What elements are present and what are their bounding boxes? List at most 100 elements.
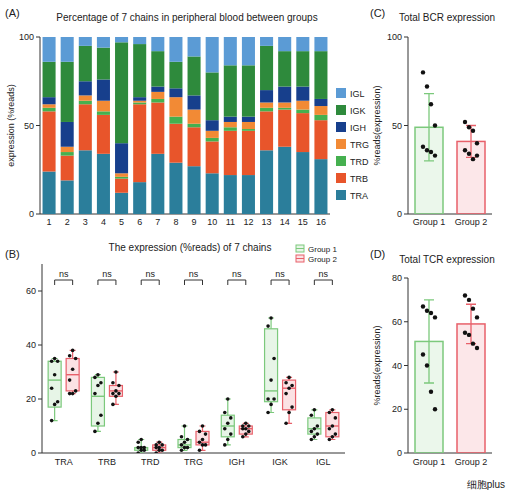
plot-area <box>43 37 328 214</box>
data-point <box>244 422 248 426</box>
significance-bracket <box>314 280 332 285</box>
bar-segment <box>314 120 327 159</box>
bar-segment <box>188 110 201 124</box>
data-point <box>284 392 288 396</box>
bar-segment <box>314 115 327 120</box>
bar-segment <box>133 101 146 103</box>
data-point <box>229 432 233 436</box>
data-point <box>247 424 251 428</box>
y-tick-label: 0 <box>397 448 402 458</box>
median-line <box>265 390 278 391</box>
bar-segment <box>260 90 273 102</box>
data-point <box>425 309 429 313</box>
whisker-low <box>52 407 58 421</box>
bar-segment <box>169 62 182 89</box>
data-point <box>287 411 291 415</box>
data-point <box>244 432 248 436</box>
median-line <box>221 425 234 426</box>
bar-segment <box>97 154 110 214</box>
data-point <box>241 424 245 428</box>
bar-segment <box>61 156 74 181</box>
data-point <box>247 430 251 434</box>
x-tick-label: 7 <box>155 217 160 227</box>
data-point <box>310 413 314 417</box>
bar-segment <box>97 115 110 154</box>
legend-label: IGH <box>350 123 366 133</box>
bar-segment <box>79 95 92 100</box>
bar-segment <box>188 166 201 214</box>
legend-swatch <box>336 173 346 183</box>
x-tick-label: 9 <box>192 217 197 227</box>
data-point <box>421 304 425 308</box>
bar-segment <box>61 37 74 62</box>
bar-segment <box>151 102 164 153</box>
x-tick-label: 5 <box>119 217 124 227</box>
bar-segment <box>224 131 237 175</box>
y-tick <box>404 125 408 126</box>
bar-segment <box>260 108 273 112</box>
bar-segment <box>296 113 309 152</box>
data-point <box>157 440 161 444</box>
bar-segment <box>314 106 327 115</box>
box <box>326 413 339 437</box>
bar-segment <box>224 127 237 131</box>
bar-segment <box>61 180 74 214</box>
y-tick <box>36 37 40 38</box>
bar-segment <box>206 37 219 72</box>
plot-area <box>48 316 339 453</box>
data-point <box>201 424 205 428</box>
legend-swatch <box>336 122 346 132</box>
data-point <box>183 424 187 428</box>
annotation: ns <box>189 269 199 279</box>
data-point <box>198 440 202 444</box>
bar-segment <box>151 92 164 99</box>
bar-segment <box>61 147 74 152</box>
legend-label: IGK <box>350 106 366 116</box>
bar-segment <box>43 108 56 112</box>
x-tick-label: Group 2 <box>455 217 488 227</box>
data-point <box>99 413 103 417</box>
y-tick <box>404 453 408 454</box>
box <box>48 361 61 407</box>
data-point <box>96 422 100 426</box>
legend-swatch <box>296 255 304 262</box>
legend-swatch-line <box>296 258 304 259</box>
bar-segment <box>115 42 128 143</box>
x-tick-label: 8 <box>173 217 178 227</box>
data-point <box>160 449 164 453</box>
annotation: ns <box>145 269 155 279</box>
bar-segment <box>278 37 291 51</box>
bar-segment <box>151 37 164 51</box>
data-point <box>117 384 121 388</box>
bar-segment <box>115 177 128 179</box>
annotation: ns <box>232 269 242 279</box>
bar-segment <box>314 159 327 214</box>
bar-segment <box>278 108 291 110</box>
data-point <box>99 381 103 385</box>
x-tick-label: 12 <box>243 217 253 227</box>
annotation: ns <box>319 269 329 279</box>
data-point <box>198 430 202 434</box>
error-bar <box>424 300 434 383</box>
data-point <box>157 446 161 450</box>
data-point <box>433 407 437 411</box>
data-point <box>68 378 72 382</box>
x-tick-label: 3 <box>83 217 88 227</box>
data-point <box>331 424 335 428</box>
bar-segment <box>169 124 182 163</box>
x-tick-label: 10 <box>207 217 217 227</box>
data-point <box>114 389 118 393</box>
panel-label: (D) <box>370 248 385 260</box>
data-point <box>463 120 467 124</box>
significance-bracket <box>271 280 289 285</box>
plot-area <box>415 293 485 453</box>
data-point <box>204 443 208 447</box>
watermark: 细胞plus <box>467 479 505 490</box>
data-point <box>204 432 208 436</box>
data-point <box>328 438 332 442</box>
data-point <box>290 405 294 409</box>
chart-title: Total BCR expression <box>399 12 495 23</box>
legend-label: Group 2 <box>308 255 337 264</box>
y-axis-label: expression (%reads) <box>6 84 16 167</box>
data-point <box>154 443 158 447</box>
